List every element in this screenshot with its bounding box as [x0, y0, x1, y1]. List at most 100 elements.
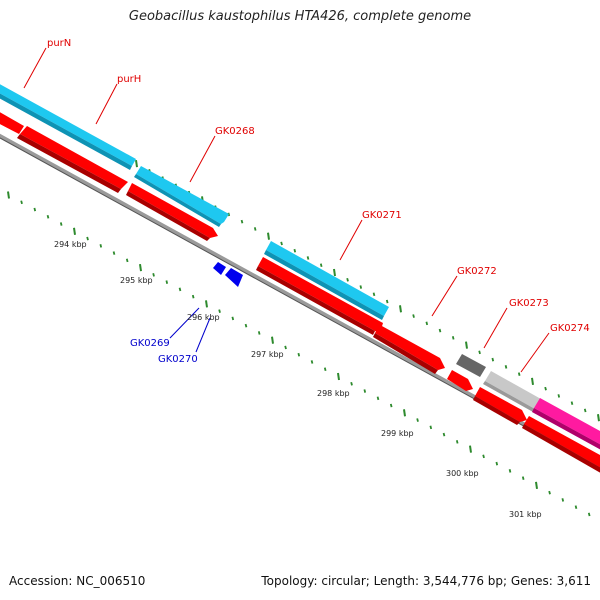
inner-major-tick [7, 191, 10, 199]
gene-label-GK0271: GK0271 [362, 210, 402, 221]
inner-minor-tick [86, 236, 89, 241]
gene-GK0268[interactable] [136, 166, 229, 224]
inner-minor-tick [99, 244, 103, 248]
gene-purH[interactable] [0, 81, 136, 166]
inner-minor-tick [284, 345, 287, 350]
outer-major-tick [267, 232, 270, 240]
gene-label-GK0272: GK0272 [457, 266, 497, 277]
outer-minor-tick [517, 372, 521, 376]
inner-minor-tick [548, 490, 551, 495]
gene-label-purN: purN [47, 38, 71, 49]
reverse-gene-track [0, 110, 600, 476]
inner-minor-tick [574, 505, 578, 509]
inner-minor-tick [521, 476, 525, 480]
gene-GK0268-shade [134, 174, 221, 227]
inner-minor-tick [297, 352, 301, 357]
kbp-label: 299 kbp [381, 429, 414, 438]
gene-label-GK0269: GK0269 [130, 338, 170, 349]
gene-GK0273[interactable] [485, 371, 541, 409]
inner-minor-tick [231, 316, 235, 321]
gene-red-6[interactable] [447, 370, 473, 391]
gene-red-5[interactable] [375, 325, 445, 370]
inner-minor-tick [389, 403, 393, 408]
gene-label-GK0268: GK0268 [215, 126, 255, 137]
gene-GK0270[interactable] [225, 268, 243, 287]
inner-major-tick [337, 372, 340, 381]
outer-minor-tick [293, 248, 297, 253]
gene-GK0271-shade [264, 250, 384, 320]
inner-minor-tick [561, 498, 565, 502]
outer-major-tick [597, 414, 600, 422]
gene-GK0273-shade [483, 381, 535, 412]
inner-minor-tick [244, 323, 248, 328]
inner-major-tick [139, 263, 142, 272]
gene-red-8[interactable] [524, 416, 600, 476]
outer-major-tick [465, 341, 468, 349]
outer-minor-tick [491, 357, 495, 362]
gene-GK0274[interactable] [534, 398, 600, 452]
gene-red-2-shade [17, 134, 121, 193]
gene-red-4-shade [256, 266, 375, 335]
gene-GK0272[interactable] [456, 354, 486, 377]
gene-label-purH: purH [117, 74, 141, 85]
inner-minor-tick [152, 273, 155, 277]
inner-tick-row [7, 191, 591, 517]
outer-minor-tick [319, 263, 323, 268]
inner-major-tick [403, 409, 406, 417]
inner-minor-tick [125, 258, 129, 263]
inner-minor-tick [218, 309, 221, 313]
outer-major-tick [333, 268, 336, 277]
gene-red-3[interactable] [128, 183, 218, 238]
outer-minor-tick [412, 314, 415, 318]
accession-text: Accession: NC_006510 [9, 574, 146, 588]
gene-red-4[interactable] [258, 257, 383, 333]
inner-minor-tick [363, 389, 367, 393]
inner-minor-tick [429, 425, 433, 430]
inner-minor-tick [257, 331, 261, 335]
gene-red-7-shade [473, 396, 520, 425]
inner-minor-tick [165, 280, 169, 284]
inner-minor-tick [350, 381, 353, 386]
inner-minor-tick [495, 461, 499, 466]
inner-major-tick [73, 227, 76, 235]
gene-label-GK0270: GK0270 [158, 354, 198, 365]
leader-lines [23, 47, 550, 373]
genome-summary-text: Topology: circular; Length: 3,544,776 bp… [261, 574, 591, 588]
outer-minor-tick [359, 285, 363, 289]
outer-major-tick [135, 159, 138, 168]
outer-minor-tick [306, 256, 310, 260]
gene-GK0271[interactable] [266, 241, 389, 316]
gene-label-GK0274: GK0274 [550, 323, 590, 334]
kbp-label: 296 kbp [187, 313, 220, 322]
gene-red-5-shade [373, 333, 438, 374]
gene-GK0269[interactable] [213, 262, 226, 275]
inner-minor-tick [178, 287, 182, 292]
gene-purN[interactable] [0, 110, 24, 134]
inner-minor-tick [323, 367, 327, 372]
gene-red-7[interactable] [475, 387, 527, 422]
kbp-label: 301 kbp [509, 510, 542, 519]
outer-minor-tick [583, 408, 587, 413]
kbp-label: 300 kbp [446, 469, 479, 478]
outer-minor-tick [504, 365, 508, 369]
gene-red-8-shade [522, 424, 600, 473]
kbp-label: 294 kbp [54, 240, 87, 249]
kbp-label: 297 kbp [251, 350, 284, 359]
gene-label-GK0273: GK0273 [509, 298, 549, 309]
inner-minor-tick [376, 396, 380, 401]
kbp-label: 295 kbp [120, 276, 153, 285]
outer-minor-tick [372, 292, 376, 297]
inner-minor-tick [112, 251, 116, 255]
inner-major-tick [469, 445, 472, 453]
kbp-scale-labels: 294 kbp 295 kbp 296 kbp 297 kbp 298 kbp 299 k… [54, 240, 542, 519]
inner-minor-tick [46, 214, 50, 219]
gene-red-2[interactable] [20, 126, 128, 189]
page-title: Geobacillus kaustophilus HTA426, complet… [128, 9, 472, 24]
forward-gene-track [0, 81, 389, 320]
inner-minor-tick [482, 454, 485, 459]
outer-minor-tick [425, 321, 429, 326]
outer-major-tick [399, 305, 402, 313]
outer-minor-tick [451, 336, 455, 340]
outer-minor-tick [240, 219, 244, 224]
